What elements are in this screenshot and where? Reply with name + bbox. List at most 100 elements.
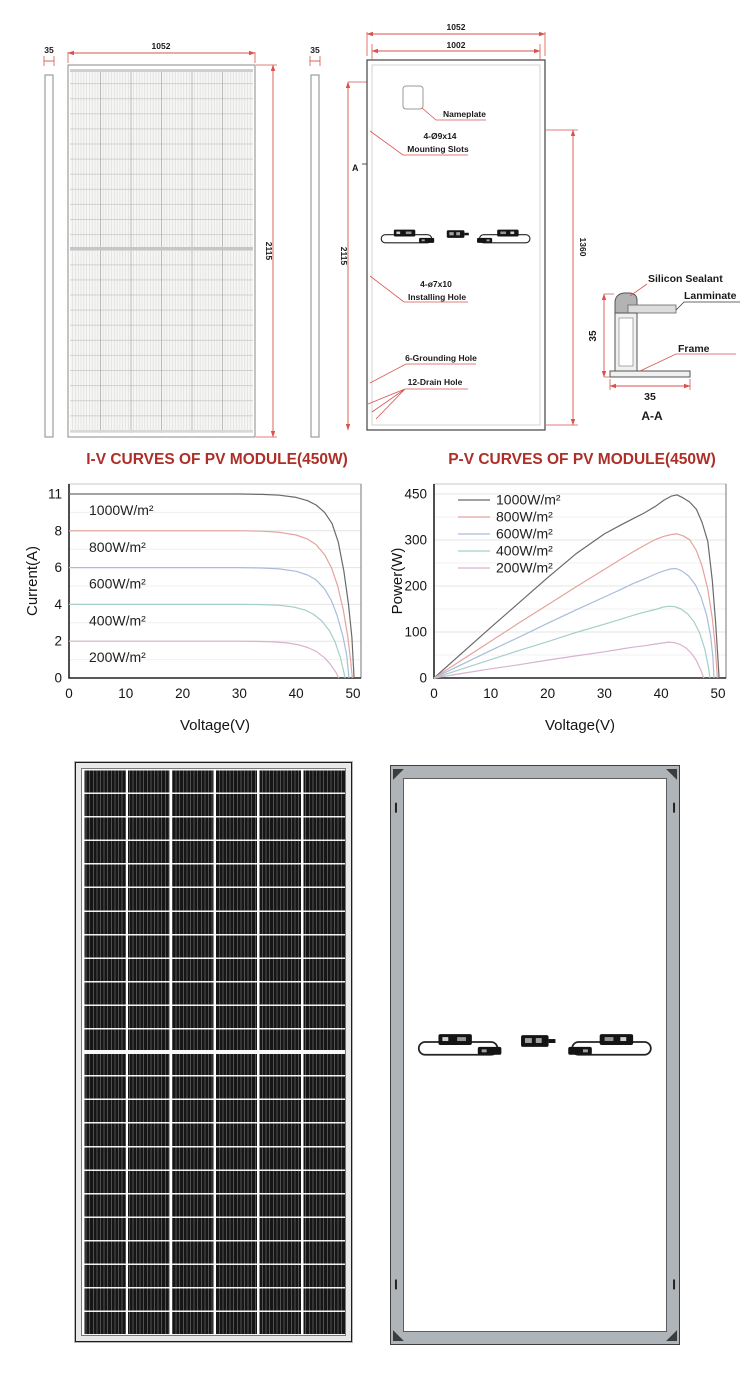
- legend-label: 800W/m²: [496, 509, 553, 525]
- panel-back-photo: [390, 765, 680, 1345]
- x-tick-label: 10: [118, 686, 133, 701]
- iv-chart-title: I-V CURVES OF PV MODULE(450W): [86, 451, 348, 468]
- series-line: [433, 533, 718, 679]
- nameplate-rect: [402, 85, 424, 110]
- back-height-dim: 2115: [339, 247, 349, 266]
- slot-span-dim: 1360: [578, 238, 588, 257]
- front-thickness-dim: 35: [44, 45, 54, 55]
- corner-key-icon: [392, 768, 404, 780]
- half-cut-gap: [82, 1050, 345, 1054]
- series-line: [433, 567, 715, 679]
- x-tick-label: 20: [540, 686, 555, 701]
- iv-chart-plot: 0 2 4 6 8 11 0 10 20 30 40 50 Voltage(V) Current(A) 10…: [25, 483, 362, 734]
- pv-curves-chart: P-V CURVES OF PV MODULE(450W) 0 100 200 300…: [390, 450, 740, 740]
- axes: [433, 484, 726, 679]
- panel-back-overlay: [392, 768, 678, 1342]
- laminate-label: Lanminate: [684, 290, 737, 302]
- y-axis-label: Current(A): [25, 546, 41, 616]
- y-tick-label: 100: [404, 625, 427, 640]
- x-tick-label: 50: [710, 686, 725, 701]
- series-inline-label: 1000W/m²: [89, 502, 154, 518]
- section-title: A-A: [641, 409, 663, 423]
- series-inline-label: 200W/m²: [89, 649, 146, 665]
- series-line: [69, 640, 340, 679]
- y-tick-label: 2: [54, 634, 62, 649]
- solar-cells-grid: [81, 768, 346, 1336]
- corner-key-icon: [666, 1330, 678, 1342]
- y-tick-label: 0: [54, 671, 62, 686]
- y-tick-label: 200: [404, 579, 427, 594]
- x-axis-label: Voltage(V): [545, 717, 615, 734]
- back-side-profile: [310, 74, 320, 438]
- legend-label: 1000W/m²: [496, 492, 561, 508]
- x-tick-label: 30: [597, 686, 612, 701]
- section-height-dim: 35: [588, 330, 599, 342]
- mounting-slots-label2: Mounting Slots: [407, 144, 469, 154]
- front-width-dim: 1052: [152, 41, 171, 51]
- series-inline-label: 600W/m²: [89, 576, 146, 592]
- section-aa-drawing: Silicon Sealant Lanminate Frame 35 35 A-…: [588, 273, 740, 423]
- back-panel-outline: [366, 59, 546, 431]
- series-inline-label: 400W/m²: [89, 612, 146, 628]
- drain-hole-label: 12-Drain Hole: [408, 377, 463, 387]
- back-inner-width-dim: 1002: [447, 40, 466, 50]
- front-view-drawing: 35 1052 2115: [43, 41, 277, 438]
- frame-label: Frame: [678, 343, 710, 355]
- grounding-hole-label: 6-Grounding Hole: [405, 353, 477, 363]
- iv-curves-chart: I-V CURVES OF PV MODULE(450W) 0 2 4 6 8 11 0 10…: [25, 450, 375, 740]
- series-inline-label: 800W/m²: [89, 539, 146, 555]
- x-tick-label: 40: [654, 686, 669, 701]
- section-width-dim: 35: [644, 391, 656, 403]
- y-tick-label: 450: [404, 487, 427, 502]
- frame-flange-shape: [609, 370, 691, 378]
- series-line: [433, 494, 720, 679]
- section-mark-a-left: A: [352, 163, 359, 173]
- technical-drawings: 35 1052 2115 35 2115 A A: [43, 22, 740, 438]
- x-tick-label: 10: [483, 686, 498, 701]
- back-thickness-dim: 35: [310, 45, 320, 55]
- series-line: [69, 567, 350, 679]
- corner-key-icon: [392, 1330, 404, 1342]
- x-tick-label: 0: [65, 686, 73, 701]
- y-tick-label: 4: [54, 597, 62, 612]
- front-side-profile: [44, 74, 54, 438]
- silicon-sealant-label: Silicon Sealant: [648, 273, 723, 285]
- series-line: [69, 603, 346, 679]
- installing-hole-label2: Installing Hole: [408, 292, 466, 302]
- legend-label: 400W/m²: [496, 543, 553, 559]
- plot-border: [433, 483, 727, 679]
- x-tick-label: 50: [345, 686, 360, 701]
- y-tick-label: 300: [404, 533, 427, 548]
- x-tick-label: 20: [175, 686, 190, 701]
- y-tick-label: 0: [419, 671, 427, 686]
- y-tick-label: 11: [48, 487, 62, 502]
- y-tick-label: 8: [54, 523, 62, 538]
- x-tick-label: 40: [289, 686, 304, 701]
- back-view-drawing: 35 2115 A A Nameplate 4-Ø9x14 Mounting S…: [309, 22, 588, 438]
- laminate-shape: [627, 304, 677, 314]
- axes: [68, 484, 361, 679]
- series-line: [433, 641, 705, 679]
- series-line: [69, 493, 355, 679]
- nameplate-label: Nameplate: [443, 109, 486, 119]
- x-tick-label: 30: [232, 686, 247, 701]
- y-tick-label: 6: [54, 560, 62, 575]
- y-axis-label: Power(W): [390, 548, 406, 615]
- pv-chart-title: P-V CURVES OF PV MODULE(450W): [448, 451, 716, 468]
- frame-tick-marks: [394, 802, 676, 1290]
- pv-chart-plot: 0 100 200 300 450 0 10 20 30 40 50 Voltage(V) Power(…: [390, 483, 727, 734]
- mounting-slots-label1: 4-Ø9x14: [423, 131, 456, 141]
- panel-front-photo: [74, 761, 353, 1343]
- x-axis-label: Voltage(V): [180, 717, 250, 734]
- legend-label: 200W/m²: [496, 560, 553, 576]
- junction-box-row-photo: [417, 1033, 652, 1056]
- series-line: [433, 605, 711, 679]
- series-line: [69, 530, 353, 679]
- corner-key-icon: [666, 768, 678, 780]
- legend-label: 600W/m²: [496, 526, 553, 542]
- installing-hole-label1: 4-ø7x10: [420, 279, 452, 289]
- x-tick-label: 0: [430, 686, 438, 701]
- back-outer-width-dim: 1052: [447, 22, 466, 32]
- front-height-dim: 2115: [264, 242, 274, 261]
